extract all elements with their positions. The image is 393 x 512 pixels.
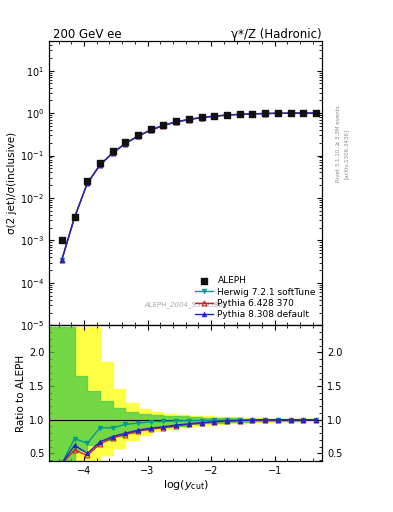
ALEPH [300, 109, 307, 117]
Pythia 6.428 370 [59, 257, 64, 263]
Herwig 7.2.1 softTune [187, 116, 191, 122]
Y-axis label: Ratio to ALEPH: Ratio to ALEPH [16, 354, 26, 432]
Pythia 8.308 default [72, 215, 77, 221]
Herwig 7.2.1 softTune [136, 133, 140, 139]
Text: γ*/Z (Hadronic): γ*/Z (Hadronic) [231, 28, 321, 41]
ALEPH [97, 159, 103, 167]
ALEPH [198, 113, 205, 121]
Pythia 8.308 default [59, 257, 64, 263]
Pythia 8.308 default [250, 111, 255, 117]
Text: ALEPH_2004_S5765862: ALEPH_2004_S5765862 [144, 302, 228, 308]
Pythia 8.308 default [110, 150, 115, 156]
ALEPH [148, 125, 154, 134]
ALEPH [224, 111, 230, 119]
Herwig 7.2.1 softTune [123, 140, 128, 146]
Herwig 7.2.1 softTune [288, 110, 293, 116]
Pythia 8.308 default [136, 133, 140, 139]
ALEPH [287, 109, 294, 117]
Pythia 6.428 370 [275, 110, 280, 116]
Line: Herwig 7.2.1 softTune: Herwig 7.2.1 softTune [59, 111, 318, 262]
Pythia 6.428 370 [72, 215, 77, 221]
Pythia 6.428 370 [237, 111, 242, 117]
Pythia 6.428 370 [161, 122, 166, 129]
Pythia 6.428 370 [85, 180, 90, 186]
ALEPH [84, 177, 90, 185]
Pythia 6.428 370 [263, 111, 268, 117]
Pythia 6.428 370 [288, 110, 293, 116]
Pythia 6.428 370 [123, 141, 128, 147]
ALEPH [262, 110, 268, 118]
Line: Pythia 8.308 default: Pythia 8.308 default [59, 111, 318, 262]
ALEPH [135, 131, 141, 139]
Herwig 7.2.1 softTune [161, 122, 166, 128]
Pythia 8.308 default [314, 110, 318, 116]
Pythia 6.428 370 [149, 127, 153, 133]
ALEPH [186, 115, 192, 123]
ALEPH [59, 237, 65, 245]
Herwig 7.2.1 softTune [225, 112, 230, 118]
Pythia 8.308 default [275, 110, 280, 116]
Herwig 7.2.1 softTune [97, 162, 102, 168]
ALEPH [237, 110, 243, 118]
Herwig 7.2.1 softTune [314, 110, 318, 116]
Text: [arXiv:1306.3436]: [arXiv:1306.3436] [344, 129, 349, 179]
Herwig 7.2.1 softTune [250, 111, 255, 117]
Herwig 7.2.1 softTune [59, 257, 64, 263]
Pythia 6.428 370 [301, 110, 306, 116]
Pythia 8.308 default [263, 111, 268, 117]
Herwig 7.2.1 softTune [212, 113, 217, 119]
Herwig 7.2.1 softTune [149, 126, 153, 133]
Pythia 6.428 370 [212, 113, 217, 119]
ALEPH [110, 147, 116, 156]
Pythia 8.308 default [288, 110, 293, 116]
Text: 200 GeV ee: 200 GeV ee [53, 28, 122, 41]
Pythia 6.428 370 [187, 116, 191, 122]
ALEPH [249, 110, 255, 118]
Herwig 7.2.1 softTune [85, 180, 90, 186]
Pythia 8.308 default [149, 127, 153, 133]
Pythia 6.428 370 [110, 150, 115, 156]
Herwig 7.2.1 softTune [199, 114, 204, 120]
ALEPH [211, 112, 217, 120]
Herwig 7.2.1 softTune [275, 110, 280, 116]
Pythia 6.428 370 [174, 119, 178, 125]
ALEPH [275, 109, 281, 117]
ALEPH [122, 138, 129, 146]
Herwig 7.2.1 softTune [110, 150, 115, 156]
Pythia 6.428 370 [136, 133, 140, 139]
Pythia 8.308 default [174, 119, 178, 125]
ALEPH [313, 109, 319, 117]
Pythia 8.308 default [97, 162, 102, 168]
Pythia 8.308 default [123, 140, 128, 146]
Pythia 8.308 default [161, 122, 166, 129]
ALEPH [160, 121, 167, 129]
Herwig 7.2.1 softTune [72, 215, 77, 221]
Pythia 6.428 370 [314, 110, 318, 116]
Legend: ALEPH, Herwig 7.2.1 softTune, Pythia 6.428 370, Pythia 8.308 default: ALEPH, Herwig 7.2.1 softTune, Pythia 6.4… [193, 274, 318, 321]
ALEPH [72, 214, 78, 222]
Pythia 6.428 370 [225, 112, 230, 118]
ALEPH [173, 117, 179, 125]
Pythia 8.308 default [187, 116, 191, 122]
Herwig 7.2.1 softTune [237, 111, 242, 117]
Pythia 6.428 370 [250, 111, 255, 117]
Pythia 8.308 default [237, 111, 242, 117]
Pythia 8.308 default [301, 110, 306, 116]
Herwig 7.2.1 softTune [174, 119, 178, 125]
Herwig 7.2.1 softTune [301, 110, 306, 116]
Pythia 6.428 370 [199, 115, 204, 121]
Pythia 6.428 370 [97, 162, 102, 168]
Pythia 8.308 default [225, 112, 230, 118]
Pythia 8.308 default [199, 115, 204, 121]
Line: Pythia 6.428 370: Pythia 6.428 370 [59, 111, 318, 262]
Pythia 8.308 default [212, 113, 217, 119]
X-axis label: $\log(y_{\rm cut})$: $\log(y_{\rm cut})$ [163, 478, 209, 493]
Text: Rivet 3.1.10, ≥ 3.3M events: Rivet 3.1.10, ≥ 3.3M events [336, 105, 341, 182]
Herwig 7.2.1 softTune [263, 111, 268, 117]
Pythia 8.308 default [85, 180, 90, 186]
Y-axis label: σ(2 jet)/σ(inclusive): σ(2 jet)/σ(inclusive) [7, 132, 17, 234]
